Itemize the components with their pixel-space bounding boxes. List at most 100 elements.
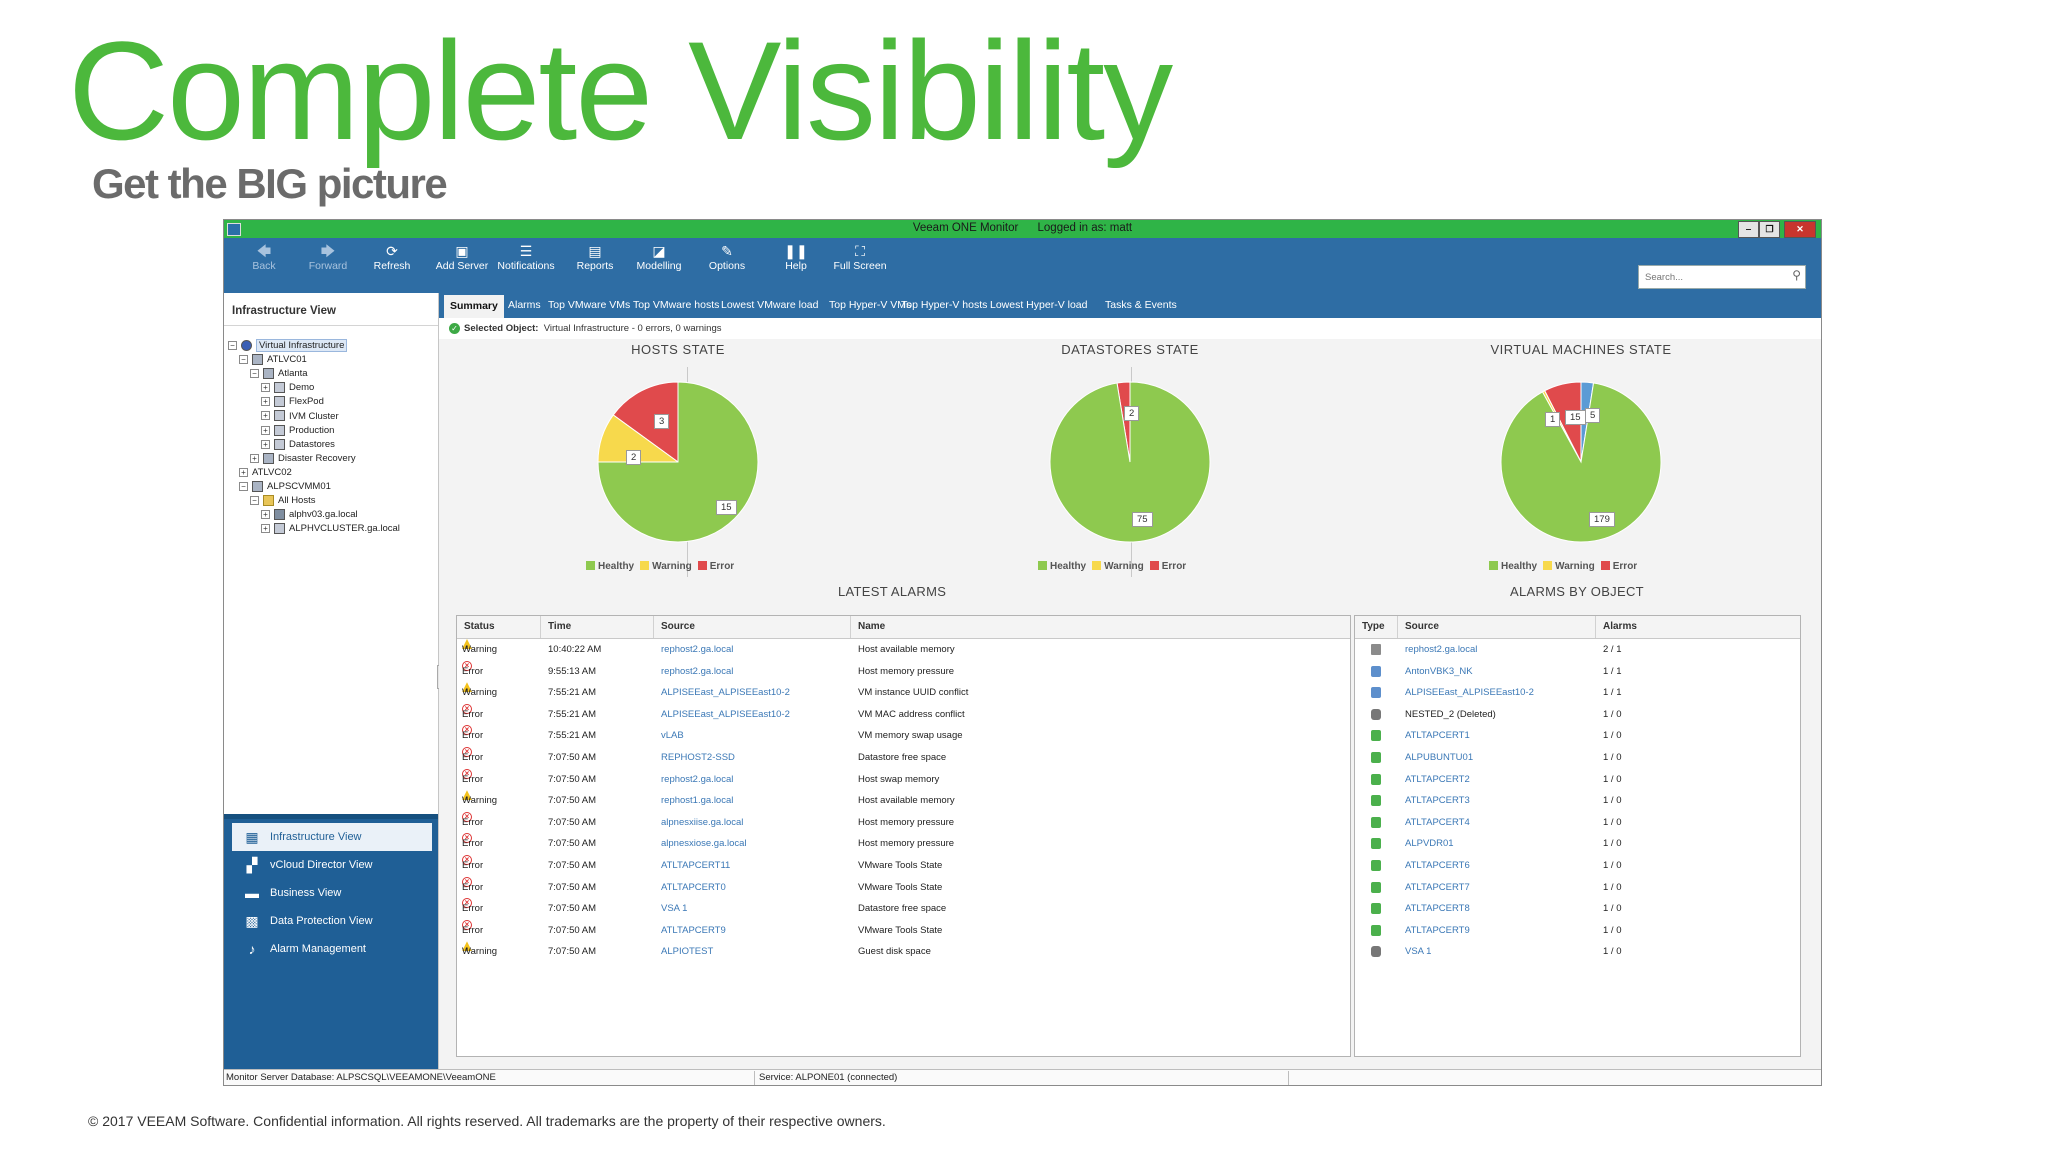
tab-top-vmware-vms[interactable]: Top VMware VMs	[548, 299, 631, 311]
column-header-name[interactable]: Name	[858, 621, 886, 632]
tree-item-disaster-recovery[interactable]: + Disaster Recovery	[250, 452, 356, 466]
object-source[interactable]: ATLTAPCERT1	[1405, 730, 1470, 742]
nav-data-protection-view[interactable]: ▩ Data Protection View	[232, 907, 432, 935]
object-row[interactable]: ALPVDR01 1 / 0	[1355, 833, 1800, 855]
object-source[interactable]: ALPUBUNTU01	[1405, 752, 1474, 763]
tree-item-atlvc02[interactable]: + ATLVC02	[239, 466, 292, 480]
alarm-source-link[interactable]: vLAB	[661, 730, 684, 742]
tree-item-demo[interactable]: + Demo	[261, 381, 314, 395]
tree-toggle-icon[interactable]: +	[250, 453, 259, 463]
tab-top-vmware-hosts[interactable]: Top VMware hosts	[633, 299, 720, 311]
tree-toggle-icon[interactable]: −	[250, 496, 259, 506]
object-row[interactable]: rephost2.ga.local 2 / 1	[1355, 639, 1800, 661]
object-row[interactable]: ATLTAPCERT9 1 / 0	[1355, 920, 1800, 942]
object-row[interactable]: ATLTAPCERT7 1 / 0	[1355, 877, 1800, 899]
object-row[interactable]: VSA 1 1 / 0	[1355, 941, 1800, 963]
tree-toggle-icon[interactable]: +	[239, 467, 248, 477]
nav-infrastructure-view[interactable]: ▦ Infrastructure View	[232, 823, 432, 851]
alarm-row[interactable]: × Error 7:07:50 AM REPHOST2-SSD Datastore fr…	[457, 747, 1350, 769]
close-button[interactable]: ✕	[1784, 221, 1816, 238]
column-header-object-source[interactable]: Source	[1398, 616, 1596, 638]
alarm-source-link[interactable]: rephost2.ga.local	[661, 773, 734, 785]
alarm-row[interactable]: × Error 7:07:50 AM ATLTAPCERT0 VMware Tools …	[457, 876, 1350, 899]
alarm-row[interactable]: × Error 7:55:21 AM vLAB VM memory swap usage	[457, 725, 1350, 747]
tree-item-ivm-cluster[interactable]: + IVM Cluster	[261, 410, 339, 424]
object-row[interactable]: ALPISEEast_ALPISEEast10-2 1 / 1	[1355, 682, 1800, 704]
alarm-source-link[interactable]: rephost2.ga.local	[661, 665, 734, 677]
full-screen-button[interactable]: ⛶ Full Screen	[828, 242, 892, 272]
tree-item-production[interactable]: + Production	[261, 424, 334, 438]
tree-item-flexpod[interactable]: + FlexPod	[261, 395, 324, 409]
tree-toggle-icon[interactable]: +	[261, 425, 270, 435]
alarm-row[interactable]: ! Warning 10:40:22 AM rephost2.ga.local Host…	[457, 639, 1350, 661]
refresh-button[interactable]: ⟳ Refresh	[360, 242, 424, 272]
alarm-source-link[interactable]: ALPISEEast_ALPISEEast10-2	[661, 708, 790, 720]
forward-button[interactable]: 🡆 Forward	[296, 242, 360, 272]
object-source[interactable]: VSA 1	[1405, 946, 1432, 958]
object-source[interactable]: ALPVDR01	[1405, 838, 1454, 850]
tab-summary[interactable]: Summary	[444, 295, 504, 318]
object-source[interactable]: ATLTAPCERT6	[1405, 860, 1470, 871]
tree-toggle-icon[interactable]: +	[261, 524, 270, 534]
object-source[interactable]: ATLTAPCERT8	[1405, 903, 1470, 915]
pie-slice-healthy[interactable]	[1049, 381, 1211, 543]
tree-item-virtual-infrastructure[interactable]: − Virtual Infrastructure	[228, 339, 348, 353]
alarm-row[interactable]: ! Warning 7:07:50 AM ALPIOTEST Guest disk sp…	[457, 941, 1350, 963]
reports-button[interactable]: ▤ Reports	[563, 242, 627, 272]
tree-toggle-icon[interactable]: +	[261, 510, 270, 520]
alarm-row[interactable]: × Error 7:07:50 AM alpnesxiise.ga.local Host…	[457, 811, 1350, 834]
tree-item-atlanta[interactable]: − Atlanta	[250, 367, 308, 381]
alarm-row[interactable]: ! Warning 7:55:21 AM ALPISEEast_ALPISEEast1…	[457, 682, 1350, 704]
alarm-source-link[interactable]: alpnesxiise.ga.local	[661, 816, 744, 828]
search-icon[interactable]: ⚲	[1792, 268, 1801, 282]
object-row[interactable]: ATLTAPCERT6 1 / 0	[1355, 855, 1800, 877]
tree-toggle-icon[interactable]: −	[239, 355, 248, 365]
object-source[interactable]: ATLTAPCERT2	[1405, 773, 1470, 785]
object-row[interactable]: ATLTAPCERT2 1 / 0	[1355, 769, 1800, 791]
tree-item-alphv03-ga-local[interactable]: + alphv03.ga.local	[261, 508, 358, 522]
minimize-button[interactable]: ‒	[1738, 221, 1759, 238]
tree-toggle-icon[interactable]: +	[261, 439, 270, 449]
object-row[interactable]: ATLTAPCERT3 1 / 0	[1355, 790, 1800, 812]
object-row[interactable]: ATLTAPCERT1 1 / 0	[1355, 725, 1800, 747]
tree-item-all-hosts[interactable]: − All Hosts	[250, 494, 315, 508]
alarm-source-link[interactable]: ATLTAPCERT0	[661, 881, 726, 893]
object-row[interactable]: AntonVBK3_NK 1 / 1	[1355, 661, 1800, 683]
tree-item-atlvc01[interactable]: − ATLVC01	[239, 353, 307, 367]
alarm-row[interactable]: × Error 7:07:50 AM alpnesxiose.ga.local Host…	[457, 833, 1350, 855]
alarm-row[interactable]: × Error 7:07:50 AM ATLTAPCERT11 VMware Tools…	[457, 855, 1350, 877]
alarm-source-link[interactable]: REPHOST2-SSD	[661, 752, 735, 763]
tree-item-datastores[interactable]: + Datastores	[261, 438, 335, 452]
alarm-source-link[interactable]: alpnesxiose.ga.local	[661, 838, 747, 850]
object-source[interactable]: ATLTAPCERT3	[1405, 795, 1470, 807]
object-row[interactable]: ATLTAPCERT8 1 / 0	[1355, 898, 1800, 920]
modelling-button[interactable]: ◪ Modelling	[627, 242, 691, 272]
tab-tasks-events[interactable]: Tasks & Events	[1105, 299, 1177, 311]
pie-slice-healthy[interactable]	[1500, 382, 1662, 543]
column-header-type[interactable]: Type	[1355, 616, 1398, 638]
tree-item-alphvcluster-ga-local[interactable]: + ALPHVCLUSTER.ga.local	[261, 522, 400, 536]
object-source[interactable]: ATLTAPCERT7	[1405, 881, 1470, 893]
column-header-alarms[interactable]: Alarms	[1603, 621, 1637, 632]
alarm-source-link[interactable]: VSA 1	[661, 903, 688, 915]
tree-toggle-icon[interactable]: +	[261, 383, 270, 393]
alarm-row[interactable]: × Error 7:55:21 AM ALPISEEast_ALPISEEast10-…	[457, 703, 1350, 726]
pie-slice-error[interactable]	[612, 381, 679, 463]
object-row[interactable]: ALPUBUNTU01 1 / 0	[1355, 747, 1800, 769]
object-source[interactable]: ATLTAPCERT9	[1405, 924, 1470, 936]
alarm-source-link[interactable]: ALPISEEast_ALPISEEast10-2	[661, 687, 790, 699]
alarm-source-link[interactable]: rephost1.ga.local	[661, 795, 734, 807]
tab-top-hyper-v-vms[interactable]: Top Hyper-V VMs	[829, 299, 912, 311]
search-box[interactable]: ⚲	[1638, 265, 1806, 289]
object-row[interactable]: NESTED_2 (Deleted) 1 / 0	[1355, 704, 1800, 726]
alarm-row[interactable]: × Error 9:55:13 AM rephost2.ga.local Host me…	[457, 660, 1350, 683]
search-input[interactable]	[1643, 267, 1777, 287]
object-source[interactable]: ATLTAPCERT4	[1405, 816, 1470, 828]
alarm-source-link[interactable]: ATLTAPCERT9	[661, 924, 726, 936]
add-server-button[interactable]: ▣ Add Server	[430, 242, 494, 272]
tab-alarms[interactable]: Alarms	[508, 299, 541, 311]
alarm-source-link[interactable]: ALPIOTEST	[661, 946, 714, 958]
tree-toggle-icon[interactable]: −	[239, 481, 248, 491]
column-header-status[interactable]: Status	[457, 616, 541, 638]
object-source[interactable]: rephost2.ga.local	[1405, 644, 1478, 655]
